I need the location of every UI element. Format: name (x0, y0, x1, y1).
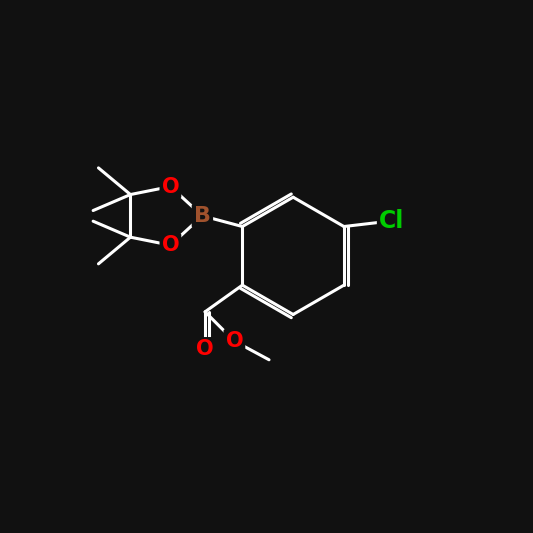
Text: O: O (161, 176, 179, 197)
Text: O: O (161, 235, 179, 255)
Text: Cl: Cl (379, 209, 405, 233)
Text: B: B (194, 206, 211, 226)
Text: O: O (196, 339, 214, 359)
Text: O: O (225, 331, 243, 351)
